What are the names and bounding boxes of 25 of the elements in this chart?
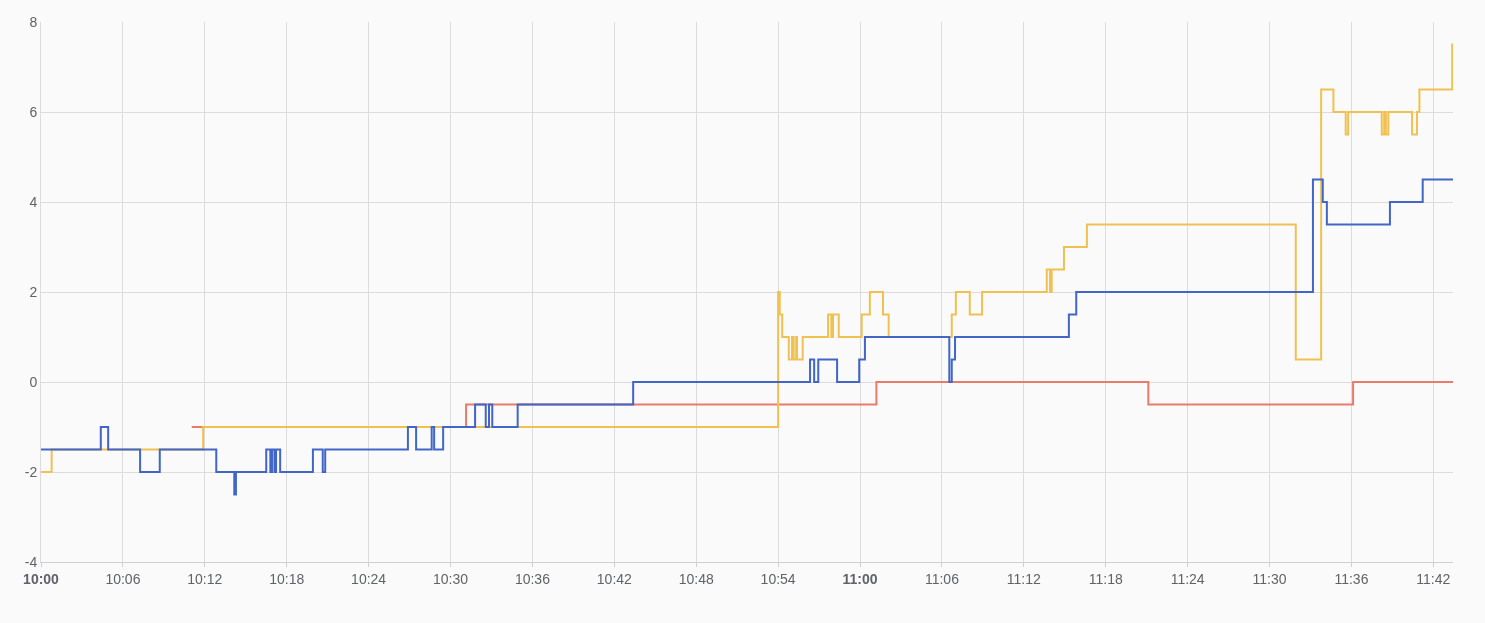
y-tick-label: 8 bbox=[29, 13, 38, 30]
x-tick-label: 10:18 bbox=[269, 570, 305, 587]
x-tick-label: 10:48 bbox=[678, 570, 714, 587]
x-tick-label: 10:30 bbox=[432, 570, 469, 587]
x-tick-label: 11:42 bbox=[1416, 570, 1451, 587]
x-tick-label: 10:24 bbox=[351, 570, 387, 587]
x-tick-label: 11:18 bbox=[1088, 570, 1123, 587]
y-tick-label: -4 bbox=[24, 553, 38, 570]
x-tick-label: 11:00 bbox=[842, 570, 878, 587]
y-tick-label: 2 bbox=[29, 283, 38, 300]
y-tick-label: -2 bbox=[24, 463, 38, 480]
x-tick-label: 11:30 bbox=[1252, 570, 1287, 587]
x-tick-label: 10:06 bbox=[105, 570, 141, 587]
y-tick-label: 4 bbox=[29, 193, 38, 210]
x-tick-label: 10:36 bbox=[514, 570, 551, 587]
y-tick-label: 6 bbox=[29, 103, 38, 120]
x-tick-label: 11:36 bbox=[1334, 570, 1369, 587]
x-tick-label: 11:12 bbox=[1006, 570, 1042, 587]
x-tick-label: 10:42 bbox=[596, 570, 633, 587]
x-tick-label: 11:06 bbox=[924, 570, 960, 587]
x-tick-label: 10:00 bbox=[23, 570, 60, 587]
y-tick-label: 0 bbox=[29, 373, 38, 390]
x-tick-label: 10:54 bbox=[760, 570, 796, 587]
x-tick-label: 10:12 bbox=[187, 570, 223, 587]
x-tick-label: 11:24 bbox=[1170, 570, 1205, 587]
